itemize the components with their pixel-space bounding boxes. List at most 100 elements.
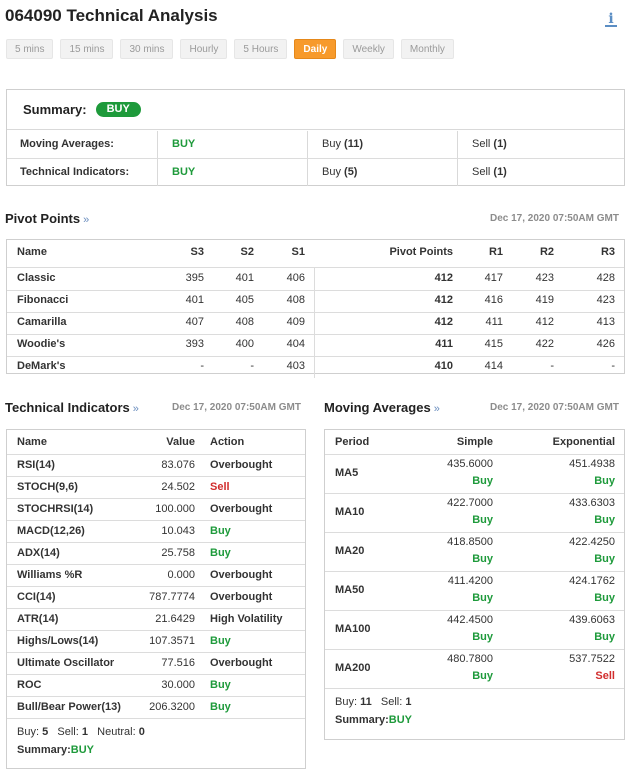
ma-period[interactable]: MA5	[335, 467, 359, 479]
pivot-value: -	[250, 360, 254, 372]
ma-exp-action: Buy	[594, 631, 615, 643]
ma-exp-value: 424.1762	[569, 575, 615, 587]
divider	[7, 476, 305, 477]
ma-simple-action: Buy	[472, 592, 493, 604]
pivot-points-timestamp: Dec 17, 2020 07:50AM GMT	[490, 213, 619, 224]
pivot-points-table: Name S3 S2 S1 Pivot Points R1 R2 R3 Classic 395 40…	[6, 239, 625, 378]
page-title: 064090 Technical Analysis	[5, 6, 218, 25]
ma-simple-value: 411.4200	[447, 575, 493, 587]
indicator-value: 77.516	[161, 657, 195, 669]
pivot-header-cell: R2	[539, 246, 554, 258]
indicators-header-action: Action	[210, 436, 245, 448]
ma-footer-counts: Buy: 11 Sell: 1	[335, 696, 412, 708]
indicator-name[interactable]: ADX(14)	[17, 547, 60, 559]
ma-period[interactable]: MA50	[335, 584, 365, 596]
moving-averages-title[interactable]: Moving Averages»	[324, 400, 440, 415]
divider	[7, 334, 624, 335]
pivot-value: 428	[596, 272, 615, 284]
indicator-name[interactable]: Ultimate Oscillator	[17, 657, 115, 669]
pivot-value: 404	[286, 338, 305, 350]
divider	[7, 520, 305, 521]
ma-footer-summary: Summary:BUY	[335, 714, 413, 726]
pivot-row-name: Woodie's	[17, 338, 66, 350]
ma-period[interactable]: MA10	[335, 506, 365, 518]
ma-exp-value: 422.4250	[569, 536, 615, 548]
divider	[7, 312, 624, 313]
pivot-value: 393	[185, 338, 204, 350]
pivot-value: 416	[484, 294, 503, 306]
indicator-name[interactable]: ROC	[17, 679, 42, 691]
tab-monthly[interactable]: Monthly	[400, 39, 454, 59]
ma-period[interactable]: MA100	[335, 623, 371, 635]
indicator-value: 206.3200	[149, 701, 195, 713]
pivot-value: -	[550, 360, 554, 372]
indicator-name[interactable]: Williams %R	[17, 569, 83, 581]
indicator-value: 107.3571	[149, 635, 195, 647]
pivot-row-name: Classic	[17, 272, 56, 284]
indicator-name[interactable]: Bull/Bear Power(13)	[17, 701, 121, 713]
indicator-action: Overbought	[210, 459, 273, 471]
pivot-value: 413	[596, 316, 615, 328]
tab-30-mins[interactable]: 30 mins	[120, 39, 174, 59]
tab-weekly[interactable]: Weekly	[343, 39, 394, 59]
ma-simple-action: Buy	[472, 631, 493, 643]
moving-averages-timestamp: Dec 17, 2020 07:50AM GMT	[490, 402, 619, 413]
indicator-action: Overbought	[210, 591, 273, 603]
ma-period[interactable]: MA200	[335, 662, 371, 674]
pivot-value: 406	[286, 272, 305, 284]
tab-15-mins[interactable]: 15 mins	[60, 39, 114, 59]
tab-5-mins[interactable]: 5 mins	[6, 39, 54, 59]
pivot-value: 426	[596, 338, 615, 350]
indicator-name[interactable]: MACD(12,26)	[17, 525, 85, 537]
divider	[325, 688, 624, 689]
ma-simple-action: Buy	[472, 670, 493, 682]
chevron-right-icon: »	[132, 403, 139, 415]
indicator-value: 24.502	[161, 481, 195, 493]
pivot-value: 403	[286, 360, 305, 372]
divider	[325, 571, 624, 572]
pivot-header-cell: S3	[190, 246, 204, 258]
ma-exp-action: Sell	[595, 670, 615, 682]
summary-row-name: Technical Indicators:	[20, 166, 130, 178]
indicator-name[interactable]: STOCHRSI(14)	[17, 503, 94, 515]
indicator-action: Overbought	[210, 657, 273, 669]
indicator-action: Buy	[210, 635, 231, 647]
pivot-value: 400	[235, 338, 254, 350]
indicator-name[interactable]: STOCH(9,6)	[17, 481, 78, 493]
indicator-action: Sell	[210, 481, 230, 493]
divider	[7, 630, 305, 631]
summary-badge: BUY	[95, 102, 141, 117]
pivot-value: -	[611, 360, 615, 372]
divider	[7, 696, 305, 697]
indicator-value: 100.000	[155, 503, 195, 515]
pivot-row-name: Camarilla	[17, 316, 67, 328]
ma-exp-value: 451.4938	[569, 458, 615, 470]
pivot-value: 422	[535, 338, 554, 350]
ma-header-period: Period	[335, 436, 370, 448]
divider	[7, 356, 624, 357]
technical-indicators-title[interactable]: Technical Indicators»	[5, 400, 139, 415]
indicator-action: Overbought	[210, 569, 273, 581]
pivot-value: 412	[434, 316, 453, 328]
divider	[7, 564, 305, 565]
divider	[7, 586, 305, 587]
indicator-name[interactable]: Highs/Lows(14)	[17, 635, 99, 647]
divider	[325, 610, 624, 611]
ma-exp-value: 439.6063	[569, 614, 615, 626]
ma-period[interactable]: MA20	[335, 545, 365, 557]
indicator-value: 83.076	[161, 459, 195, 471]
indicator-action: Buy	[210, 525, 231, 537]
divider	[325, 532, 624, 533]
chevron-right-icon: »	[83, 214, 90, 226]
divider	[314, 268, 315, 378]
summary-row-sell: Sell (1)	[457, 131, 624, 158]
indicator-name[interactable]: CCI(14)	[17, 591, 56, 603]
tab-daily[interactable]: Daily	[294, 39, 337, 59]
info-icon[interactable]: i	[605, 11, 617, 27]
tab-hourly[interactable]: Hourly	[180, 39, 228, 59]
tab-5-hours[interactable]: 5 Hours	[234, 39, 288, 59]
indicator-name[interactable]: RSI(14)	[17, 459, 55, 471]
ma-simple-value: 435.6000	[447, 458, 493, 470]
pivot-points-title[interactable]: Pivot Points»	[5, 211, 90, 226]
indicator-name[interactable]: ATR(14)	[17, 613, 59, 625]
